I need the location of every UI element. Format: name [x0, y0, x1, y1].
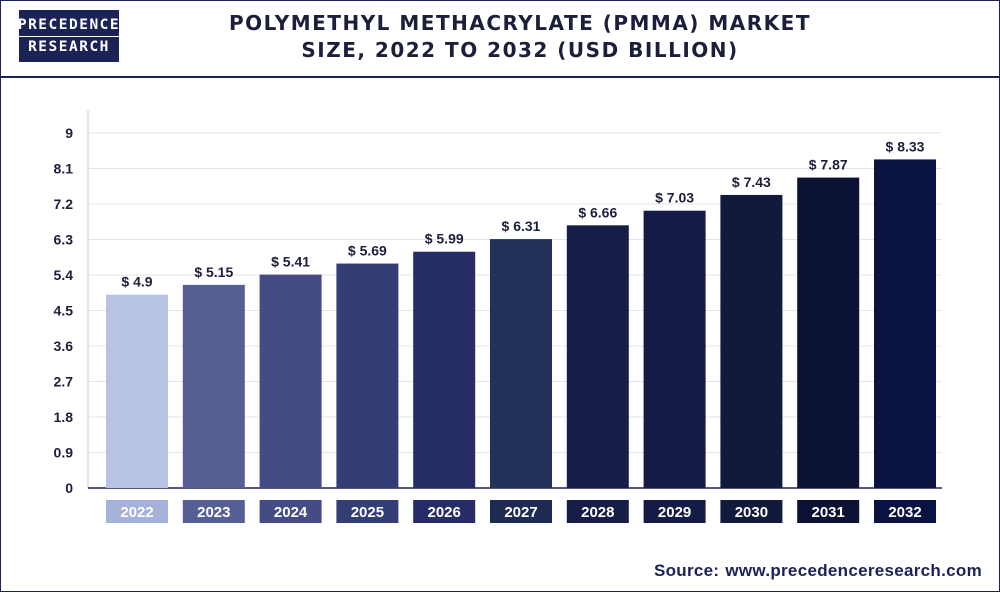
- source-url: www.precedenceresearch.com: [725, 561, 982, 580]
- bar-value-label: $ 6.31: [502, 218, 541, 234]
- y-tick-label: 9: [65, 125, 73, 141]
- bar: [490, 239, 552, 488]
- bar-value-label: $ 5.41: [271, 254, 310, 270]
- bar: [874, 159, 936, 488]
- bar-value-label: $ 5.69: [348, 243, 387, 259]
- bar: [643, 210, 706, 488]
- logo-line-1: PRECEDENCE: [17, 15, 121, 37]
- source-note: Source: www.precedenceresearch.com: [654, 561, 982, 581]
- category-box: [643, 500, 706, 523]
- source-label: Source:: [653, 561, 720, 580]
- bar: [720, 194, 783, 488]
- chart-title-line-1: POLYMETHYL METHACRYLATE (PMMA) MARKET: [228, 11, 811, 35]
- x-category-label: 2022: [120, 504, 153, 521]
- y-tick-label: 8.1: [54, 161, 74, 177]
- bar: [797, 177, 860, 489]
- bar-value-label: $ 8.33: [886, 138, 925, 154]
- category-box: [720, 500, 783, 523]
- bar-value-label: $ 7.87: [809, 157, 848, 173]
- y-tick-label: 0.9: [54, 445, 74, 461]
- y-tick-label: 2.7: [54, 374, 74, 390]
- bar: [413, 251, 476, 488]
- category-box: [797, 500, 860, 523]
- x-category-label: 2024: [274, 504, 308, 521]
- x-category-label: 2029: [658, 504, 691, 521]
- y-tick-label: 7.2: [54, 196, 74, 212]
- bar-value-label: $ 4.9: [121, 274, 152, 290]
- x-category-label: 2027: [504, 504, 537, 521]
- bar-value-label: $ 7.43: [732, 174, 771, 190]
- bar: [566, 225, 629, 489]
- x-category-label: 2031: [812, 504, 845, 521]
- category-box: [106, 500, 168, 523]
- y-tick-label: 6.3: [54, 232, 74, 248]
- x-category-label: 2023: [197, 504, 230, 521]
- category-box: [336, 500, 399, 523]
- chart-title-line-2: SIZE, 2022 TO 2032 (USD BILLION): [301, 38, 739, 62]
- bar-value-label: $ 5.99: [425, 231, 464, 247]
- y-tick-label: 0: [65, 480, 73, 496]
- bar: [259, 274, 322, 488]
- x-category-label: 2030: [735, 504, 768, 521]
- category-box: [182, 500, 245, 523]
- x-category-label: 2032: [888, 504, 921, 521]
- x-category-label: 2026: [428, 504, 461, 521]
- x-category-label: 2028: [581, 504, 614, 521]
- bar-value-label: $ 5.15: [194, 264, 233, 280]
- logo-line-2: RESEARCH: [28, 39, 110, 55]
- y-tick-label: 4.5: [54, 303, 74, 319]
- y-tick-label: 3.6: [54, 338, 74, 354]
- bar: [336, 263, 399, 488]
- bar: [182, 284, 245, 488]
- bar-value-label: $ 7.03: [655, 190, 694, 206]
- x-category-label: 2025: [351, 504, 384, 521]
- y-tick-label: 5.4: [54, 267, 74, 283]
- category-box: [874, 500, 936, 523]
- category-box: [490, 500, 552, 523]
- category-box: [566, 500, 629, 523]
- header: PRECEDENCE RESEARCH POLYMETHYL METHACRYL…: [0, 0, 1000, 78]
- category-box: [413, 500, 476, 523]
- y-tick-label: 1.8: [54, 409, 74, 425]
- bar: [106, 294, 168, 488]
- category-box: [259, 500, 322, 523]
- precedence-research-logo: PRECEDENCE RESEARCH: [17, 10, 121, 62]
- chart-title: POLYMETHYL METHACRYLATE (PMMA) MARKET SI…: [220, 10, 820, 64]
- bar-value-label: $ 6.66: [578, 204, 617, 220]
